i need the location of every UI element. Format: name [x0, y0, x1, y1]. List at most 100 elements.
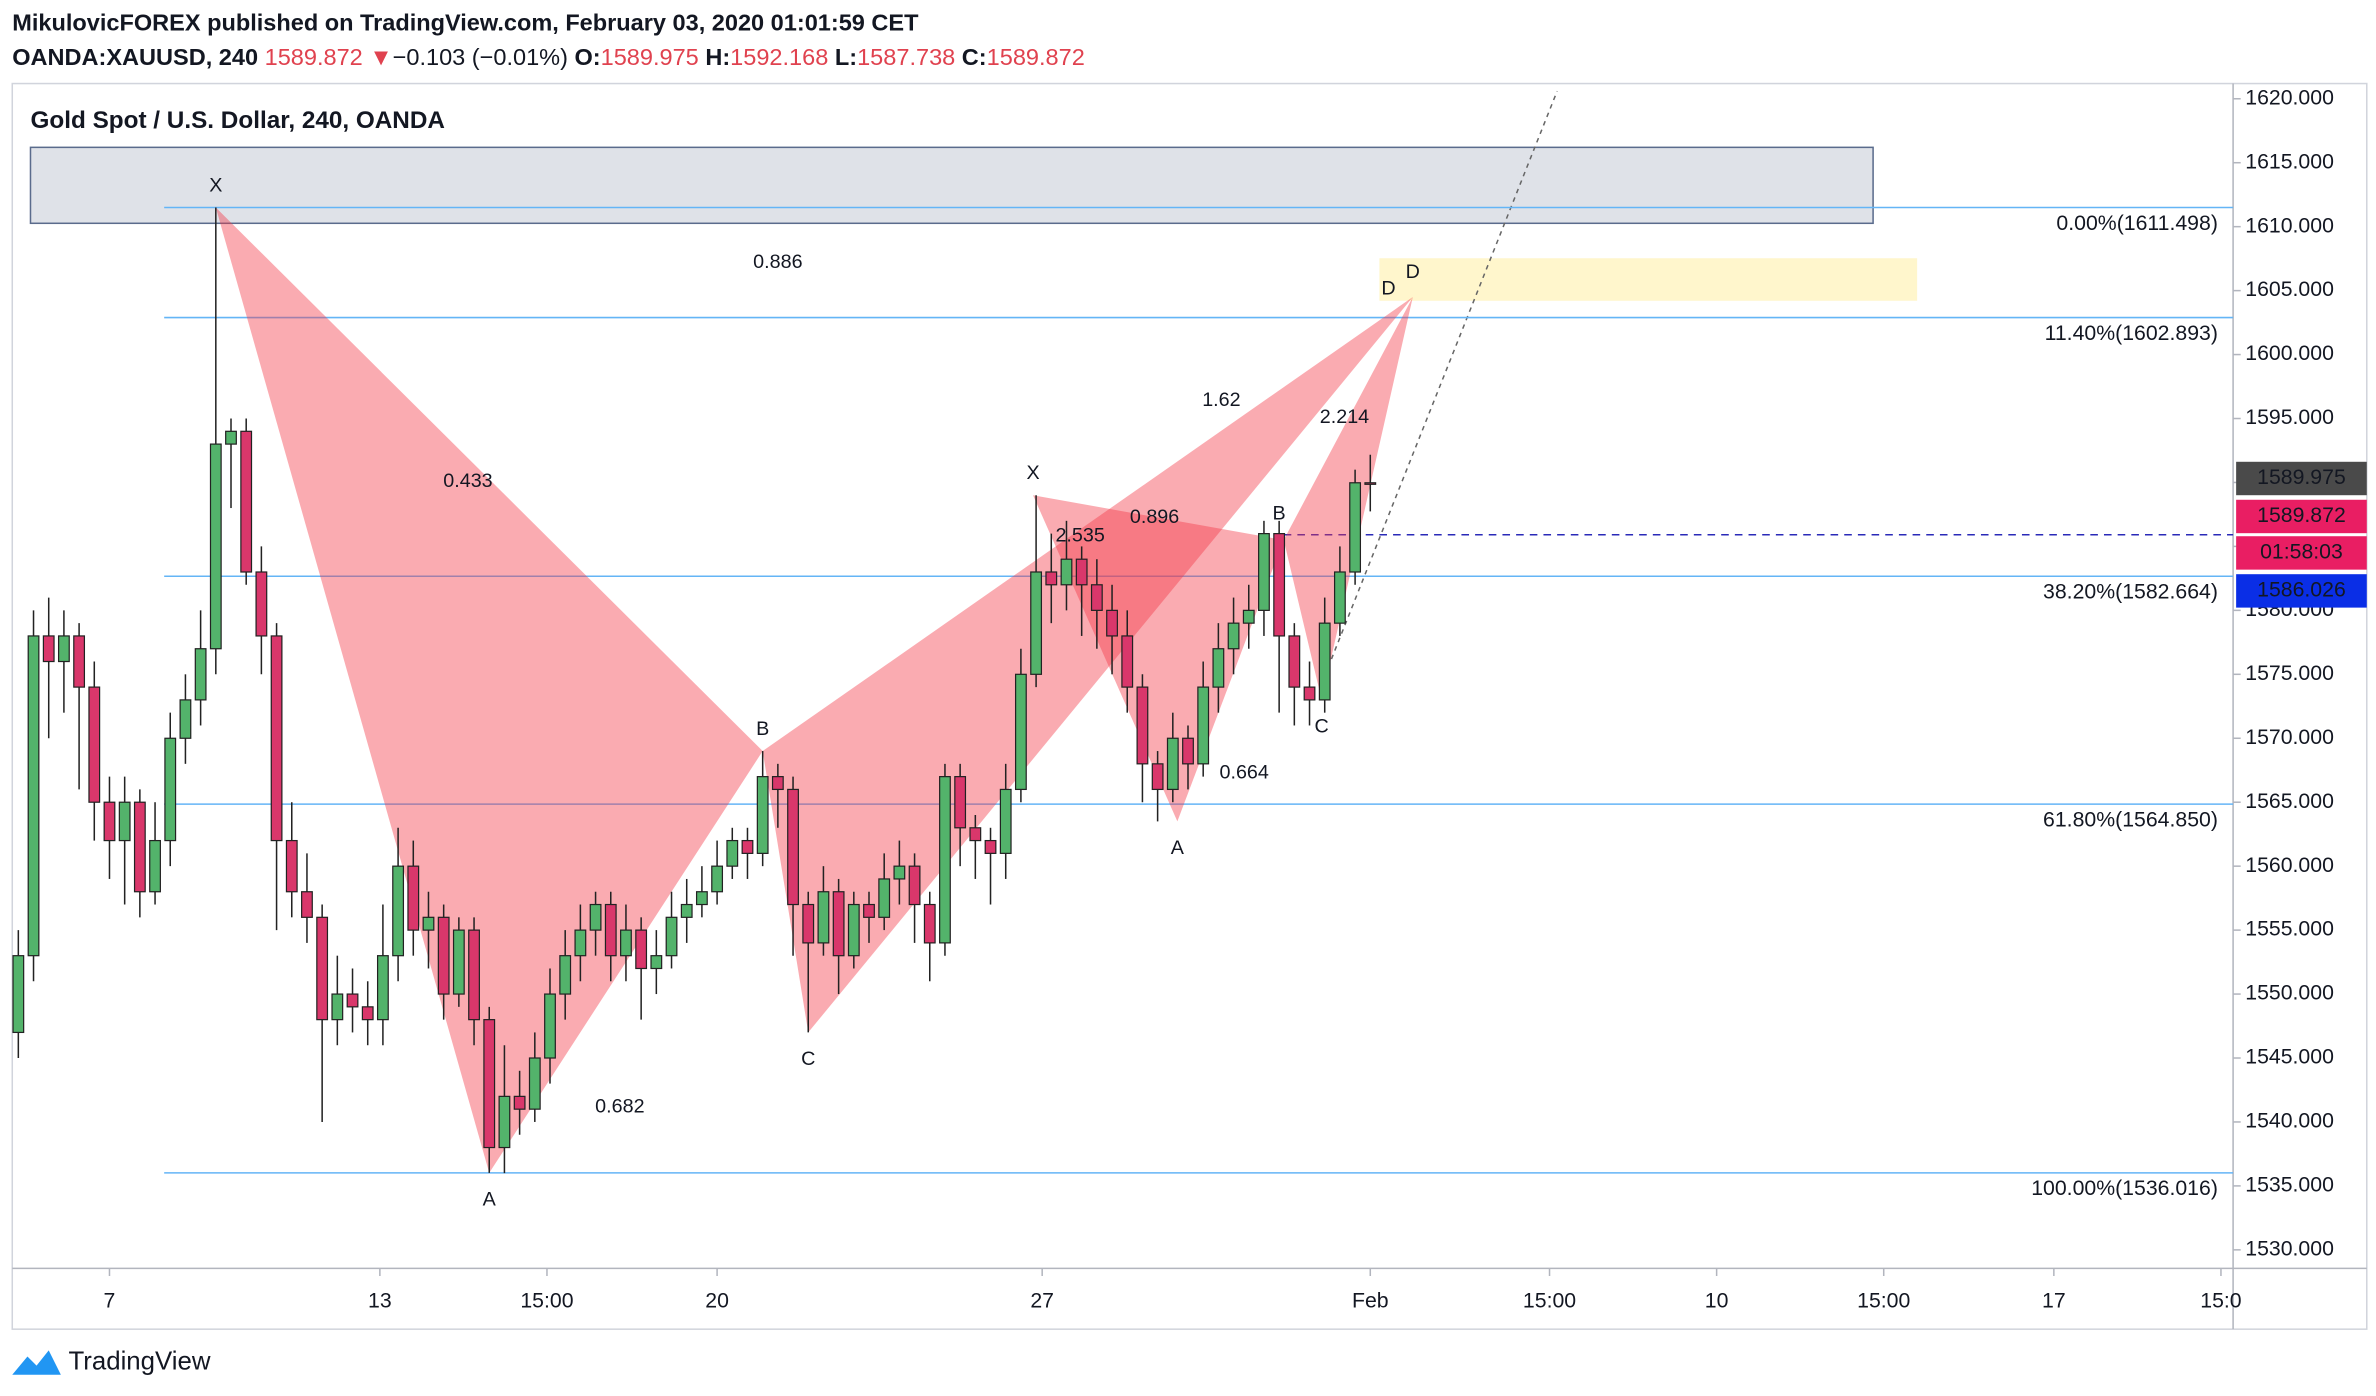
x-tick-label: 13 [368, 1288, 392, 1312]
change: −0.103 (−0.01%) [393, 44, 568, 70]
candle-body [133, 801, 146, 893]
fib-label: 61.80%(1564.850) [2043, 807, 2218, 831]
y-tick-label: 1595.000 [2245, 405, 2334, 429]
candle-body [711, 865, 724, 893]
symbol: OANDA:XAUUSD, 240 [12, 44, 258, 70]
x-tick-label: 17 [2042, 1288, 2066, 1312]
candle-body [1090, 584, 1103, 611]
candle-body [27, 635, 40, 957]
candle-body [1242, 609, 1255, 624]
fib-label: 100.00%(1536.016) [2031, 1176, 2218, 1200]
x-tick-label: 7 [104, 1288, 116, 1312]
candle-body [726, 839, 739, 867]
pattern-point-label: X [209, 174, 222, 196]
pattern-ratio: 2.214 [1320, 406, 1369, 428]
candle-body [483, 1019, 496, 1149]
l: 1587.738 [857, 44, 955, 70]
candle-body [1258, 533, 1270, 611]
chart-title: Gold Spot / U.S. Dollar, 240, OANDA [30, 107, 444, 134]
target-zone [1379, 258, 1918, 301]
candle-body [209, 443, 222, 650]
pattern-point-label: B [1273, 502, 1286, 524]
candle-body [544, 993, 556, 1059]
price-tag [2236, 574, 2367, 608]
candle-body [225, 430, 237, 445]
fib-label: 38.20%(1582.664) [2043, 580, 2218, 604]
candle-body [574, 929, 587, 957]
candle-body [604, 903, 617, 957]
price-tag [2236, 499, 2367, 534]
pattern-point-label: B [756, 718, 769, 740]
x-tick-label: 15:00 [1857, 1288, 1910, 1312]
candle-body [118, 801, 131, 842]
price-tag-label: 1589.872 [2257, 503, 2346, 527]
y-tick-label: 1545.000 [2245, 1045, 2334, 1069]
pattern-ratio: 0.682 [595, 1096, 644, 1118]
x-tick-label: 20 [705, 1288, 729, 1312]
pattern-point-label: X [1026, 462, 1039, 484]
candle-body [392, 865, 405, 957]
candle-body [1288, 635, 1301, 688]
ohlc-line: OANDA:XAUUSD, 240 1589.872 ▼−0.103 (−0.0… [12, 44, 1085, 70]
pattern-ratio: 0.664 [1220, 761, 1269, 783]
candle-body [73, 635, 86, 688]
candle-body [1349, 482, 1362, 573]
candle-body [939, 776, 951, 944]
y-tick-label: 1605.000 [2245, 277, 2334, 301]
fib-label: 11.40%(1602.893) [2045, 321, 2218, 345]
y-tick-label: 1620.000 [2245, 85, 2334, 109]
candle-body [1030, 571, 1043, 675]
pattern-ratio: 0.433 [443, 470, 492, 492]
candle-body [194, 648, 207, 701]
x-tick-label: 15:0 [2200, 1288, 2241, 1312]
last: 1589.872 [265, 44, 363, 70]
pattern-triangle [1283, 297, 1413, 700]
candle-body [893, 865, 906, 880]
pattern-triangle [762, 297, 1413, 1033]
candle-body [149, 839, 161, 893]
candle-body [559, 955, 572, 995]
candle-body [817, 891, 830, 944]
candle-body [908, 865, 921, 906]
c-label: C: [962, 44, 987, 70]
candle-body [1318, 622, 1331, 701]
pattern-point-label: A [483, 1188, 497, 1210]
x-tick-label: 27 [1030, 1288, 1054, 1312]
candle-body [255, 571, 268, 637]
pattern-ratio: 0.896 [1130, 506, 1179, 528]
candle-body [680, 903, 693, 918]
arrow: ▼ [369, 44, 392, 70]
candle-body [1197, 686, 1210, 765]
y-tick-label: 1540.000 [2245, 1109, 2334, 1133]
candle-body [422, 916, 435, 931]
o-label: O: [574, 44, 600, 70]
x-tick-label: 10 [1705, 1288, 1729, 1312]
y-tick-label: 1535.000 [2245, 1173, 2334, 1197]
candle-body [1075, 558, 1088, 586]
brand: TradingView [68, 1347, 210, 1375]
candle-body [756, 776, 769, 854]
pattern-point-label: C [801, 1048, 815, 1070]
candle-body [331, 993, 344, 1021]
price-tag-label: 1589.975 [2257, 465, 2346, 489]
candle-body [1121, 635, 1134, 688]
pattern-ratio: 0.886 [753, 251, 802, 273]
x-tick-label: 15:00 [1523, 1288, 1576, 1312]
candle-body [665, 916, 678, 957]
candle-body [832, 891, 845, 957]
candle-body [528, 1057, 541, 1110]
candle-body [969, 827, 982, 842]
candle-body [863, 903, 875, 918]
price-tag-label: 01:58:03 [2260, 540, 2343, 564]
frame [11, 82, 2368, 1330]
candle-body [650, 955, 663, 970]
y-tick-label: 1615.000 [2245, 149, 2334, 173]
candle-body [376, 955, 389, 1021]
y-tick-label: 1610.000 [2245, 213, 2334, 237]
candle-body [1151, 763, 1164, 791]
l-label: L: [835, 44, 857, 70]
candle-body [1014, 673, 1027, 791]
candle-body [923, 903, 936, 944]
candle-body [346, 993, 359, 1008]
